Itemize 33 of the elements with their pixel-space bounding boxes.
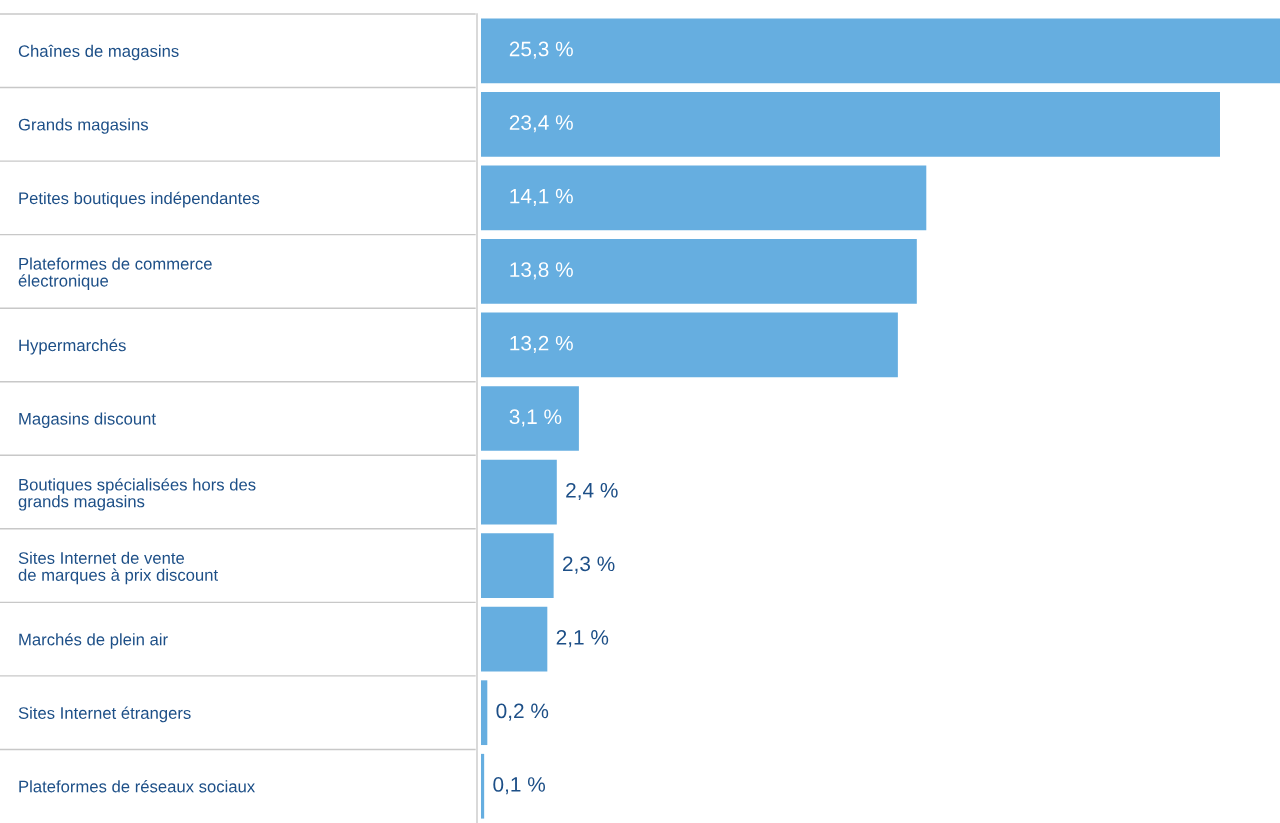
y-tick-label: Grands magasins bbox=[18, 118, 149, 134]
bar bbox=[481, 91, 1220, 157]
data-label: 2,4 % bbox=[566, 482, 618, 501]
bar bbox=[481, 606, 548, 672]
data-label: 3,1 % bbox=[509, 409, 562, 427]
data-label: 2,1 % bbox=[556, 629, 609, 648]
data-label: 2,3 % bbox=[563, 556, 615, 574]
y-tick-label: Marchés de plein air bbox=[19, 633, 168, 649]
y-tick-label: Plateformes de réseaux sociaux bbox=[19, 779, 255, 793]
y-tick-label: Petites boutiques indépendantes bbox=[19, 191, 260, 208]
bar bbox=[481, 165, 927, 231]
data-label: 13,2 % bbox=[510, 335, 573, 354]
bar bbox=[481, 459, 557, 525]
bar bbox=[481, 753, 485, 819]
y-tick-label: Hypermarchés bbox=[19, 338, 126, 355]
data-label: 23,4 % bbox=[509, 115, 573, 133]
bar bbox=[481, 312, 898, 378]
data-label: 0,2 % bbox=[496, 703, 549, 721]
data-label: 0,1 % bbox=[493, 777, 546, 795]
y-tick-label: Magasins discount bbox=[19, 412, 156, 428]
bar bbox=[481, 680, 488, 746]
data-label: 14,1 % bbox=[510, 188, 573, 206]
y-tick-label: Plateformes de commerce électronique bbox=[18, 257, 212, 290]
y-tick-label: Boutiques spécialisées hors des grands magasins bbox=[18, 478, 256, 511]
y-tick-label: Sites Internet de vente de marques à prix discount bbox=[18, 551, 218, 585]
data-label: 25,3 % bbox=[509, 41, 573, 59]
y-tick-label: Sites Internet étrangers bbox=[18, 706, 191, 723]
bar bbox=[481, 533, 554, 598]
bar bbox=[481, 239, 917, 304]
data-label: 13,8 % bbox=[510, 262, 573, 280]
bar bbox=[481, 18, 1280, 84]
bar bbox=[481, 386, 579, 451]
y-tick-label: Chaînes de magasins bbox=[18, 44, 179, 61]
